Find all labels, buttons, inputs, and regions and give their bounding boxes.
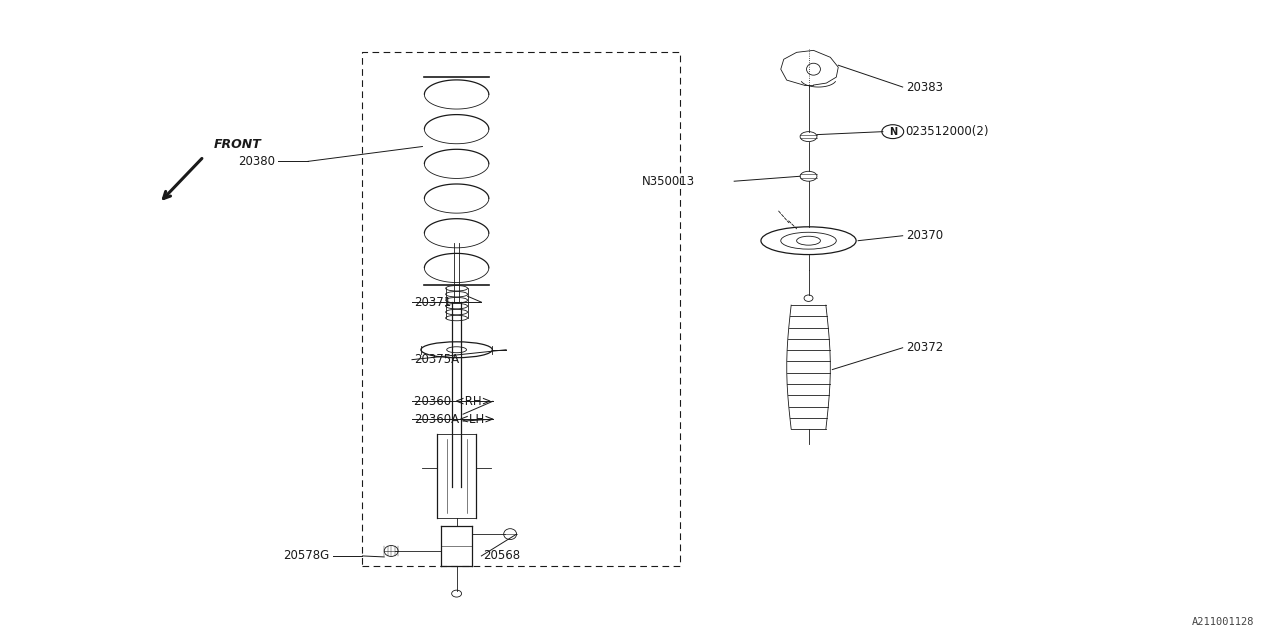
Text: 20375A: 20375A <box>413 353 460 366</box>
Text: 20360 <RH>: 20360 <RH> <box>413 395 492 408</box>
Text: FRONT: FRONT <box>214 138 261 152</box>
Ellipse shape <box>781 232 836 249</box>
Text: 20383: 20383 <box>906 81 942 93</box>
Text: 20578G: 20578G <box>283 549 330 563</box>
Text: 023512000(2): 023512000(2) <box>906 125 989 138</box>
Ellipse shape <box>760 227 856 255</box>
Text: N: N <box>888 127 897 137</box>
Text: A211001128: A211001128 <box>1192 618 1254 627</box>
Text: 20372: 20372 <box>906 341 943 355</box>
Text: N350013: N350013 <box>641 175 695 188</box>
Text: 20370: 20370 <box>906 229 943 242</box>
Ellipse shape <box>796 236 820 245</box>
Text: 20380: 20380 <box>238 155 275 168</box>
Text: 20371: 20371 <box>413 296 452 308</box>
Text: 20568: 20568 <box>484 549 521 563</box>
Text: 20360A<LH>: 20360A<LH> <box>413 413 494 426</box>
